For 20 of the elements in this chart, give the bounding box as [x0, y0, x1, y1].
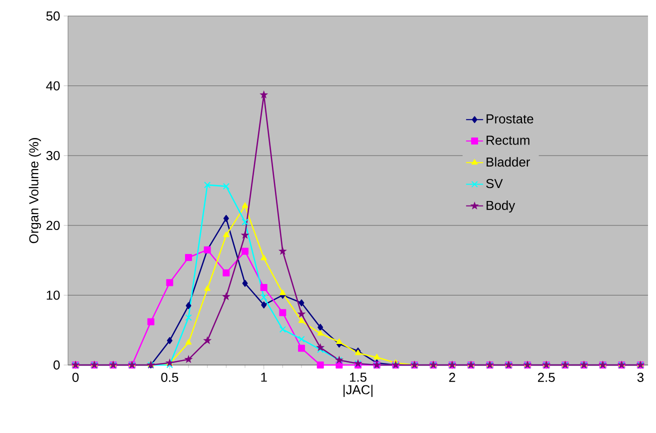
x-tick-label: 0.5	[161, 372, 178, 382]
y-tick-label: 20	[46, 220, 60, 230]
y-tick-label: 50	[46, 11, 60, 21]
legend-label: Rectum	[486, 136, 530, 145]
legend-label: SV	[486, 178, 503, 188]
y-axis-title: Organ Volume (%)	[28, 138, 41, 244]
legend-label: Bladder	[486, 157, 530, 167]
legend-label: Prostate	[486, 114, 534, 124]
y-tick-label: 10	[46, 290, 60, 300]
x-tick-label: 2	[449, 372, 456, 382]
x-axis-title: |JAC|	[344, 384, 372, 397]
x-tick-label: 1.5	[350, 372, 366, 382]
y-tick-label: 40	[46, 81, 60, 90]
x-tick-label: 1	[261, 372, 267, 382]
x-tick-label: 3	[637, 372, 644, 382]
legend-label: Body	[486, 200, 516, 213]
x-tick-label: 0	[72, 372, 79, 382]
y-tick-label: 0	[54, 360, 60, 370]
x-tick-label: 2.5	[538, 372, 555, 382]
y-tick-label: 30	[46, 151, 60, 160]
